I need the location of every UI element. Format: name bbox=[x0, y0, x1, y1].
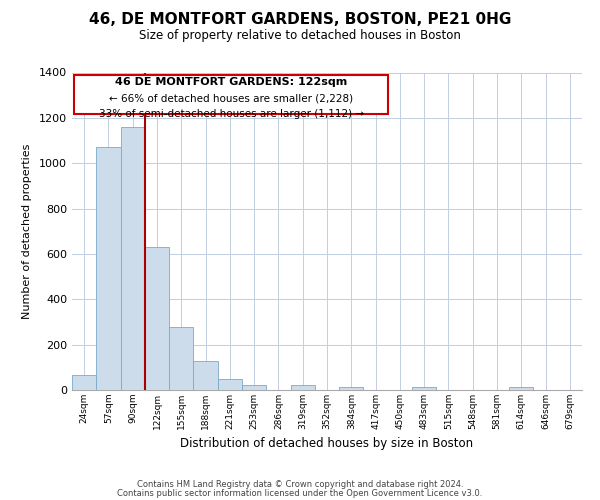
Text: 46, DE MONTFORT GARDENS, BOSTON, PE21 0HG: 46, DE MONTFORT GARDENS, BOSTON, PE21 0H… bbox=[89, 12, 511, 28]
Text: Contains HM Land Registry data © Crown copyright and database right 2024.: Contains HM Land Registry data © Crown c… bbox=[137, 480, 463, 489]
X-axis label: Distribution of detached houses by size in Boston: Distribution of detached houses by size … bbox=[181, 438, 473, 450]
Text: 33% of semi-detached houses are larger (1,112) →: 33% of semi-detached houses are larger (… bbox=[98, 109, 364, 119]
Bar bbox=[145, 247, 169, 390]
Bar bbox=[121, 127, 145, 390]
Text: ← 66% of detached houses are smaller (2,228): ← 66% of detached houses are smaller (2,… bbox=[109, 94, 353, 104]
Bar bbox=[169, 326, 193, 390]
Bar bbox=[242, 385, 266, 390]
Y-axis label: Number of detached properties: Number of detached properties bbox=[22, 144, 32, 319]
Bar bbox=[509, 388, 533, 390]
Bar bbox=[193, 360, 218, 390]
Bar bbox=[218, 379, 242, 390]
Text: 46 DE MONTFORT GARDENS: 122sqm: 46 DE MONTFORT GARDENS: 122sqm bbox=[115, 78, 347, 88]
Text: Contains public sector information licensed under the Open Government Licence v3: Contains public sector information licen… bbox=[118, 488, 482, 498]
Bar bbox=[290, 385, 315, 390]
Text: Size of property relative to detached houses in Boston: Size of property relative to detached ho… bbox=[139, 29, 461, 42]
Bar bbox=[412, 386, 436, 390]
Bar bbox=[72, 376, 96, 390]
Bar bbox=[339, 386, 364, 390]
Bar bbox=[96, 148, 121, 390]
